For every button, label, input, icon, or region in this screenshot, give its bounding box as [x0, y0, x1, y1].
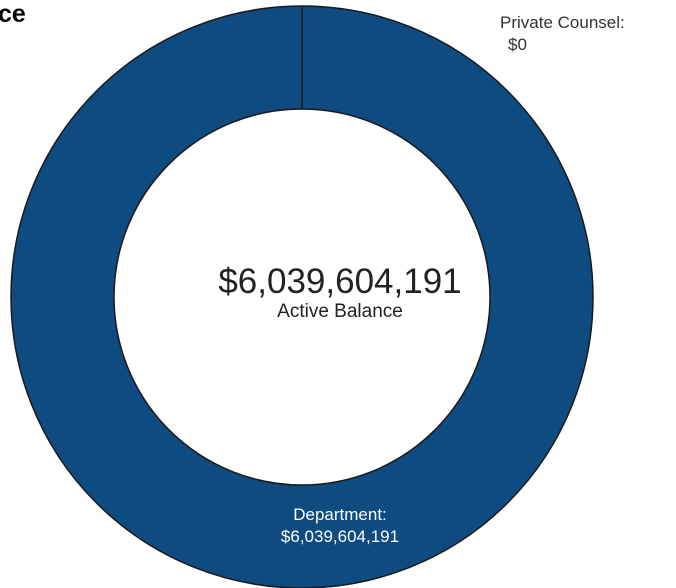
slice-label-department-value: $6,039,604,191 [280, 527, 400, 546]
slice-label-private-counsel-name: Private Counsel: [500, 13, 625, 32]
slice-label-department-name: Department: [293, 505, 387, 524]
center-total-caption: Active Balance [277, 301, 403, 322]
chart-title-fragment: ce [0, 0, 26, 28]
donut-hole [113, 108, 491, 486]
slice-label-department: Department: $6,039,604,191 [130, 504, 550, 548]
donut-center-summary: $6,039,604,191 Active Balance [180, 263, 500, 323]
slice-label-private-counsel: Private Counsel: $0 [500, 12, 625, 56]
slice-label-private-counsel-value: $0 [508, 35, 527, 54]
center-total-value: $6,039,604,191 [218, 262, 462, 301]
